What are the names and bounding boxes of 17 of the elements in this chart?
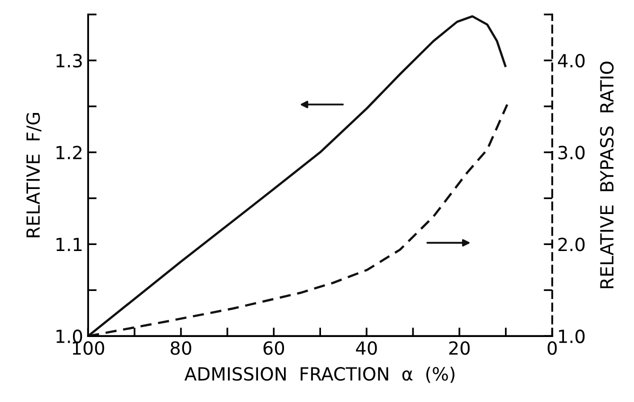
y-axis-title: RELATIVE F/G bbox=[26, 113, 42, 238]
y2-tick-label: 3.0 bbox=[558, 146, 585, 160]
x-tick-label: 20 bbox=[449, 341, 470, 355]
x-tick-label: 0 bbox=[548, 341, 557, 355]
x-tick-label: 40 bbox=[356, 341, 377, 355]
x-tick-label: 100 bbox=[72, 341, 104, 355]
x-axis-title: ADMISSION FRACTION α (%) bbox=[184, 366, 454, 383]
x-tick-label: 60 bbox=[264, 341, 284, 355]
y2-tick-label: 1.0 bbox=[559, 330, 585, 344]
y-tick-label: 1.2 bbox=[56, 146, 82, 160]
y2-tick-label: 4.0 bbox=[558, 54, 585, 68]
y2-tick-label: 2.0 bbox=[558, 238, 585, 252]
x-tick-label: 80 bbox=[170, 341, 192, 355]
y-tick-label: 1.0 bbox=[56, 330, 82, 344]
y-tick-label: 1.3 bbox=[56, 54, 82, 68]
y2-axis-title: RELATIVE BYPASS RATIO bbox=[600, 62, 614, 288]
y-tick-label: 1.1 bbox=[56, 238, 82, 252]
